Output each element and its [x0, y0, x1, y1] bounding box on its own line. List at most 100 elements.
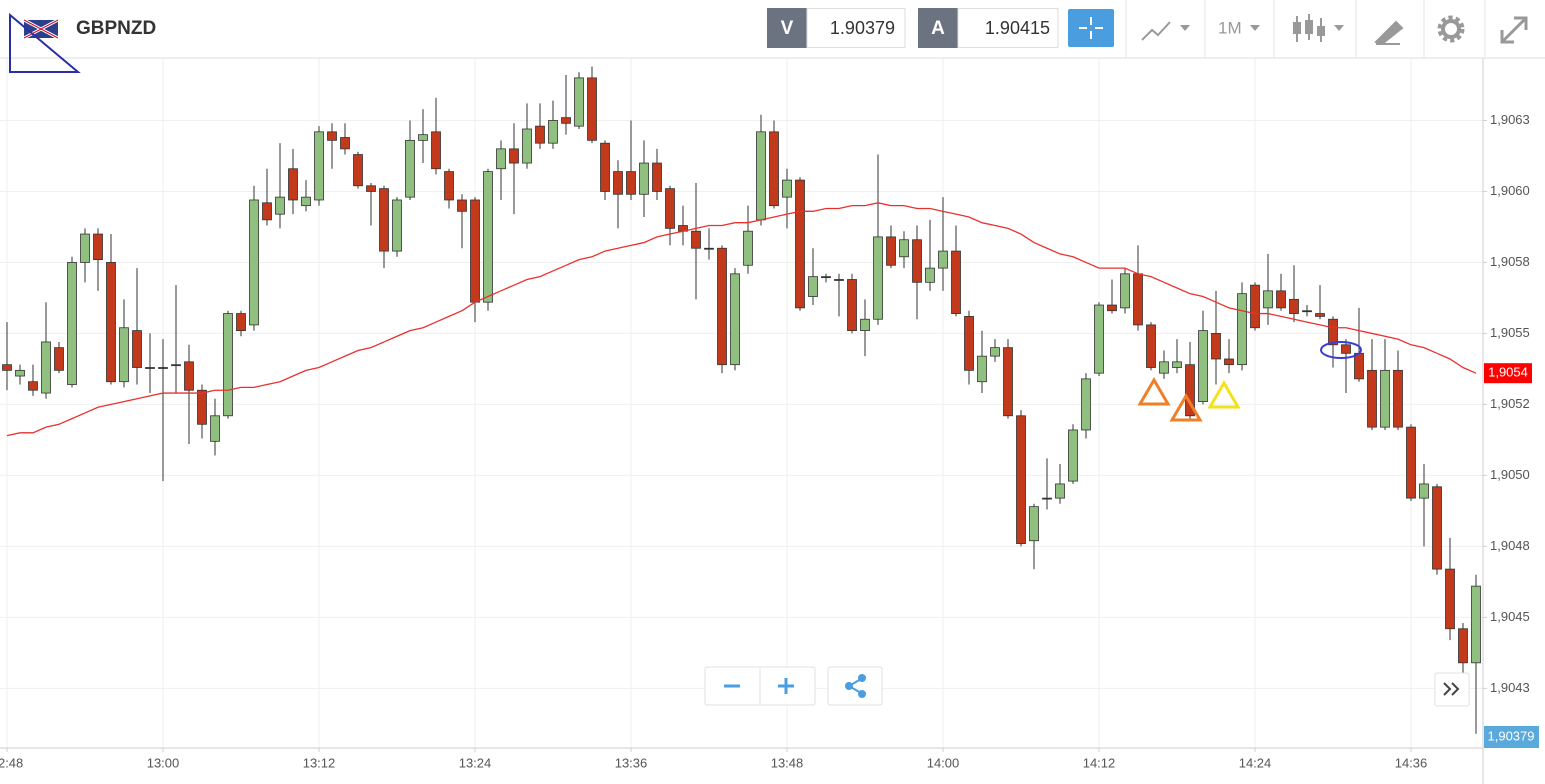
candle-body: [509, 148, 519, 164]
candle-body: [470, 199, 480, 303]
candle-body: [873, 236, 883, 320]
candle-body: [938, 250, 948, 269]
candle-body: [977, 355, 987, 383]
candle-body: [574, 77, 584, 127]
candle-body: [613, 171, 623, 195]
crosshair-bg[interactable]: [1068, 9, 1114, 47]
candle-body: [145, 367, 155, 369]
ask-box: [957, 8, 1059, 48]
timeframe-button[interactable]: 1M: [1218, 18, 1260, 37]
fullscreen-button[interactable]: [1500, 16, 1528, 44]
candle-body: [899, 239, 909, 258]
y-tick-label: 1,9058: [1490, 254, 1530, 269]
candle-body: [275, 196, 285, 215]
candle-body: [1224, 358, 1234, 366]
ma-price-label: 1,9054: [1488, 365, 1528, 380]
candle-body: [314, 131, 324, 201]
candle-body: [886, 236, 896, 266]
candle-body: [548, 120, 558, 144]
candle-icon: [1305, 20, 1313, 34]
candle-body: [1003, 347, 1013, 417]
candle-body: [1107, 304, 1117, 312]
candle-body: [379, 188, 389, 252]
chart-type-button[interactable]: [1293, 14, 1344, 42]
candle-body: [1172, 361, 1182, 368]
header: GBPNZD V 1.90379 A 1.90415 1M: [0, 0, 1545, 73]
x-tick-label: 13:24: [459, 755, 492, 770]
candle-body: [1185, 364, 1195, 417]
candle-body: [795, 179, 805, 309]
candle-body: [600, 142, 610, 192]
dropdown-arrow: [1250, 25, 1260, 31]
y-tick-label: 1,9048: [1490, 538, 1530, 553]
candle-body: [457, 199, 467, 212]
candle-body: [2, 364, 12, 371]
dropdown-arrow: [1180, 25, 1190, 31]
candle-body: [1146, 324, 1156, 368]
x-tick-label: 13:12: [303, 755, 336, 770]
scroll-end-button[interactable]: [1443, 682, 1460, 696]
candle-body: [236, 313, 246, 331]
candle-body: [912, 239, 922, 283]
candle-body: [756, 131, 766, 221]
candle-body: [1432, 486, 1442, 570]
crosshair-button[interactable]: [1068, 9, 1114, 47]
candle-body: [652, 162, 662, 192]
draw-tool-button[interactable]: [1374, 20, 1404, 46]
candle-body: [834, 279, 844, 281]
x-tick-label: 13:00: [147, 755, 180, 770]
bid-value: 1.90379: [830, 18, 895, 38]
candle-body: [15, 369, 25, 377]
y-tick-label: 1,9060: [1490, 183, 1530, 198]
candle-body: [1081, 378, 1091, 431]
candle-body: [691, 230, 701, 249]
candle-body: [132, 330, 142, 368]
candle-body: [1250, 284, 1260, 329]
price-markers: 1,9054 1,90379: [1484, 363, 1539, 748]
candle-body: [1419, 483, 1429, 499]
ask-value: 1.90415: [985, 18, 1050, 38]
candle-body: [249, 199, 259, 326]
candle-body: [522, 128, 532, 164]
candle-body: [106, 262, 116, 383]
candle-body: [1406, 426, 1416, 499]
candle-body: [288, 168, 298, 201]
candle-body: [67, 262, 77, 385]
candle-body: [626, 171, 636, 195]
candle-body: [54, 347, 64, 371]
ma-price-marker: [1484, 363, 1532, 384]
candle-body: [483, 171, 493, 303]
zoom-in-button[interactable]: [778, 678, 794, 694]
price-marker: [1484, 726, 1539, 748]
triangle-marker: [1207, 380, 1241, 409]
candle-body: [1029, 506, 1039, 542]
candle-body: [418, 134, 428, 141]
candle-body: [821, 276, 831, 279]
bid-box: [806, 8, 906, 48]
candle-body: [262, 202, 272, 221]
gear-teeth: [1437, 15, 1465, 43]
candle-body: [535, 125, 545, 144]
y-tick-label: 1,9050: [1490, 467, 1530, 482]
candle-body: [1380, 369, 1390, 428]
candle-body: [1315, 313, 1325, 317]
ellipse-marker: [1320, 341, 1362, 359]
candle-body: [171, 364, 181, 367]
annotations: [1137, 341, 1362, 422]
candle-body: [847, 279, 857, 331]
x-tick-label: 14:24: [1239, 755, 1272, 770]
share-box: [827, 666, 883, 706]
axes: 1,9063 1,9060 1,9058 1,9055 1,9052 1,9050 1,90…: [0, 58, 1530, 784]
y-tick-label: 1,9045: [1490, 609, 1530, 624]
settings-button[interactable]: [1437, 15, 1465, 43]
candle-body: [587, 77, 597, 141]
candle-body: [665, 188, 675, 229]
candle-body: [769, 131, 779, 207]
share-button[interactable]: [845, 674, 866, 698]
candle-body: [1341, 344, 1351, 354]
candle-body: [41, 341, 51, 394]
candle-body: [1042, 497, 1052, 500]
indicator-button[interactable]: [1141, 21, 1190, 41]
